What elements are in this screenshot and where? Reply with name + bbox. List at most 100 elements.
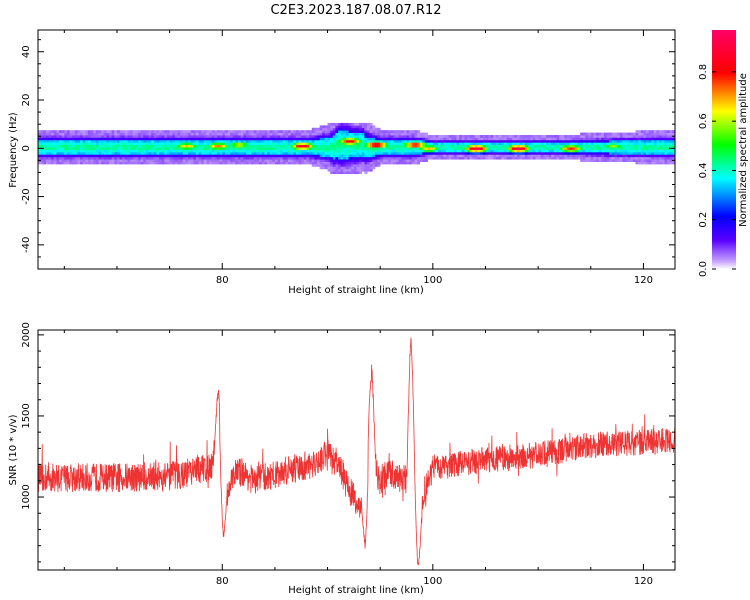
- heatmap-cell: [153, 142, 157, 146]
- heatmap-cell: [590, 144, 594, 148]
- heatmap-cell: [411, 130, 415, 134]
- heatmap-cell: [111, 147, 115, 150]
- heatmap-cell: [66, 135, 70, 138]
- heatmap-cell: [611, 132, 615, 136]
- heatmap-cell: [38, 139, 42, 143]
- heatmap-cell: [540, 147, 544, 150]
- heatmap-cell: [369, 142, 373, 146]
- heatmap-cell: [130, 132, 134, 136]
- heatmap-cell: [309, 156, 313, 160]
- heatmap-cell: [467, 135, 471, 138]
- heatmap-cell: [74, 139, 78, 143]
- heatmap-cell: [474, 135, 478, 138]
- heatmap-cell: [259, 137, 263, 141]
- heatmap-cell: [548, 137, 552, 141]
- heatmap-cell: [601, 154, 605, 158]
- heatmap-cell: [556, 135, 560, 138]
- heatmap-cell: [182, 130, 186, 134]
- heatmap-cell: [385, 139, 389, 143]
- heatmap-cell: [256, 159, 260, 162]
- heatmap-cell: [203, 135, 207, 138]
- heatmap-cell: [232, 144, 236, 148]
- heatmap-cell: [340, 171, 344, 175]
- heatmap-cell: [601, 159, 605, 162]
- heatmap-cell: [524, 151, 528, 155]
- heatmap-cell: [82, 137, 86, 141]
- heatmap-cell: [245, 142, 249, 146]
- heatmap-cell: [177, 156, 181, 160]
- heatmap-cell: [622, 135, 626, 138]
- heatmap-cell: [90, 137, 94, 141]
- heatmap-cell: [140, 147, 144, 150]
- heatmap-cell: [240, 139, 244, 143]
- heatmap-cell: [632, 156, 636, 160]
- heatmap-cell: [532, 156, 536, 160]
- heatmap-cell: [327, 166, 331, 170]
- heatmap-cell: [156, 130, 160, 134]
- heatmap-cell: [524, 154, 528, 158]
- heatmap-cell: [414, 130, 418, 134]
- heatmap-cell: [603, 156, 607, 160]
- heatmap-cell: [203, 137, 207, 141]
- heatmap-cell: [169, 130, 173, 134]
- snr-series-line: [38, 337, 675, 566]
- heatmap-cell: [148, 142, 152, 146]
- heatmap-cell: [43, 130, 47, 134]
- heatmap-cell: [335, 168, 339, 172]
- heatmap-cell: [51, 156, 55, 160]
- heatmap-cell: [617, 156, 621, 160]
- heatmap-cell: [361, 149, 365, 153]
- heatmap-cell: [174, 156, 178, 160]
- heatmap-cell: [343, 125, 347, 129]
- heatmap-cell: [456, 144, 460, 148]
- heatmap-cell: [646, 147, 650, 150]
- heatmap-cell: [214, 139, 218, 143]
- colorbar-ticks: [712, 71, 736, 270]
- heatmap-cell: [216, 139, 221, 143]
- heatmap-cell: [122, 149, 126, 153]
- heatmap-cell: [180, 159, 184, 162]
- heatmap-cell: [348, 166, 352, 170]
- heatmap-cell: [203, 159, 207, 162]
- heatmap-cell: [161, 142, 165, 146]
- heatmap-cell: [406, 149, 410, 153]
- heatmap-cell: [517, 149, 521, 153]
- heatmap-cell: [66, 142, 70, 146]
- heatmap-cell: [185, 147, 189, 150]
- heatmap-cell: [330, 135, 334, 138]
- heatmap-cell: [224, 142, 228, 146]
- heatmap-cell: [311, 139, 315, 143]
- heatmap-cell: [243, 154, 247, 158]
- heatmap-cell: [456, 137, 460, 141]
- heatmap-ytick-label: -40: [21, 237, 32, 253]
- heatmap-cell: [367, 132, 371, 136]
- heatmap-cell: [461, 139, 465, 143]
- heatmap-cell: [51, 137, 55, 141]
- heatmap-cell: [311, 144, 315, 148]
- heatmap-cell: [240, 135, 244, 138]
- heatmap-cell: [361, 166, 365, 170]
- heatmap-cell: [485, 137, 489, 141]
- heatmap-cell: [359, 156, 363, 160]
- heatmap-cell: [498, 137, 502, 141]
- heatmap-cell: [359, 154, 363, 158]
- heatmap-cell: [169, 135, 173, 138]
- heatmap-cell: [132, 132, 136, 136]
- heatmap-cell: [140, 132, 144, 136]
- heatmap-cell: [556, 144, 560, 148]
- heatmap-cell: [124, 139, 128, 143]
- heatmap-cell: [377, 151, 381, 155]
- heatmap-cell: [38, 149, 42, 153]
- heatmap-cell: [119, 132, 123, 136]
- heatmap-cell: [635, 137, 639, 141]
- heatmap-cell: [327, 154, 331, 158]
- heatmap-cell: [285, 137, 289, 141]
- heatmap-cell: [319, 166, 323, 170]
- heatmap-cell: [385, 132, 389, 136]
- heatmap-cell: [243, 161, 247, 165]
- heatmap-cell: [195, 130, 199, 134]
- heatmap-cell: [98, 149, 102, 153]
- heatmap-cell: [332, 151, 336, 155]
- heatmap-cell: [224, 130, 228, 134]
- heatmap-cell: [651, 142, 655, 146]
